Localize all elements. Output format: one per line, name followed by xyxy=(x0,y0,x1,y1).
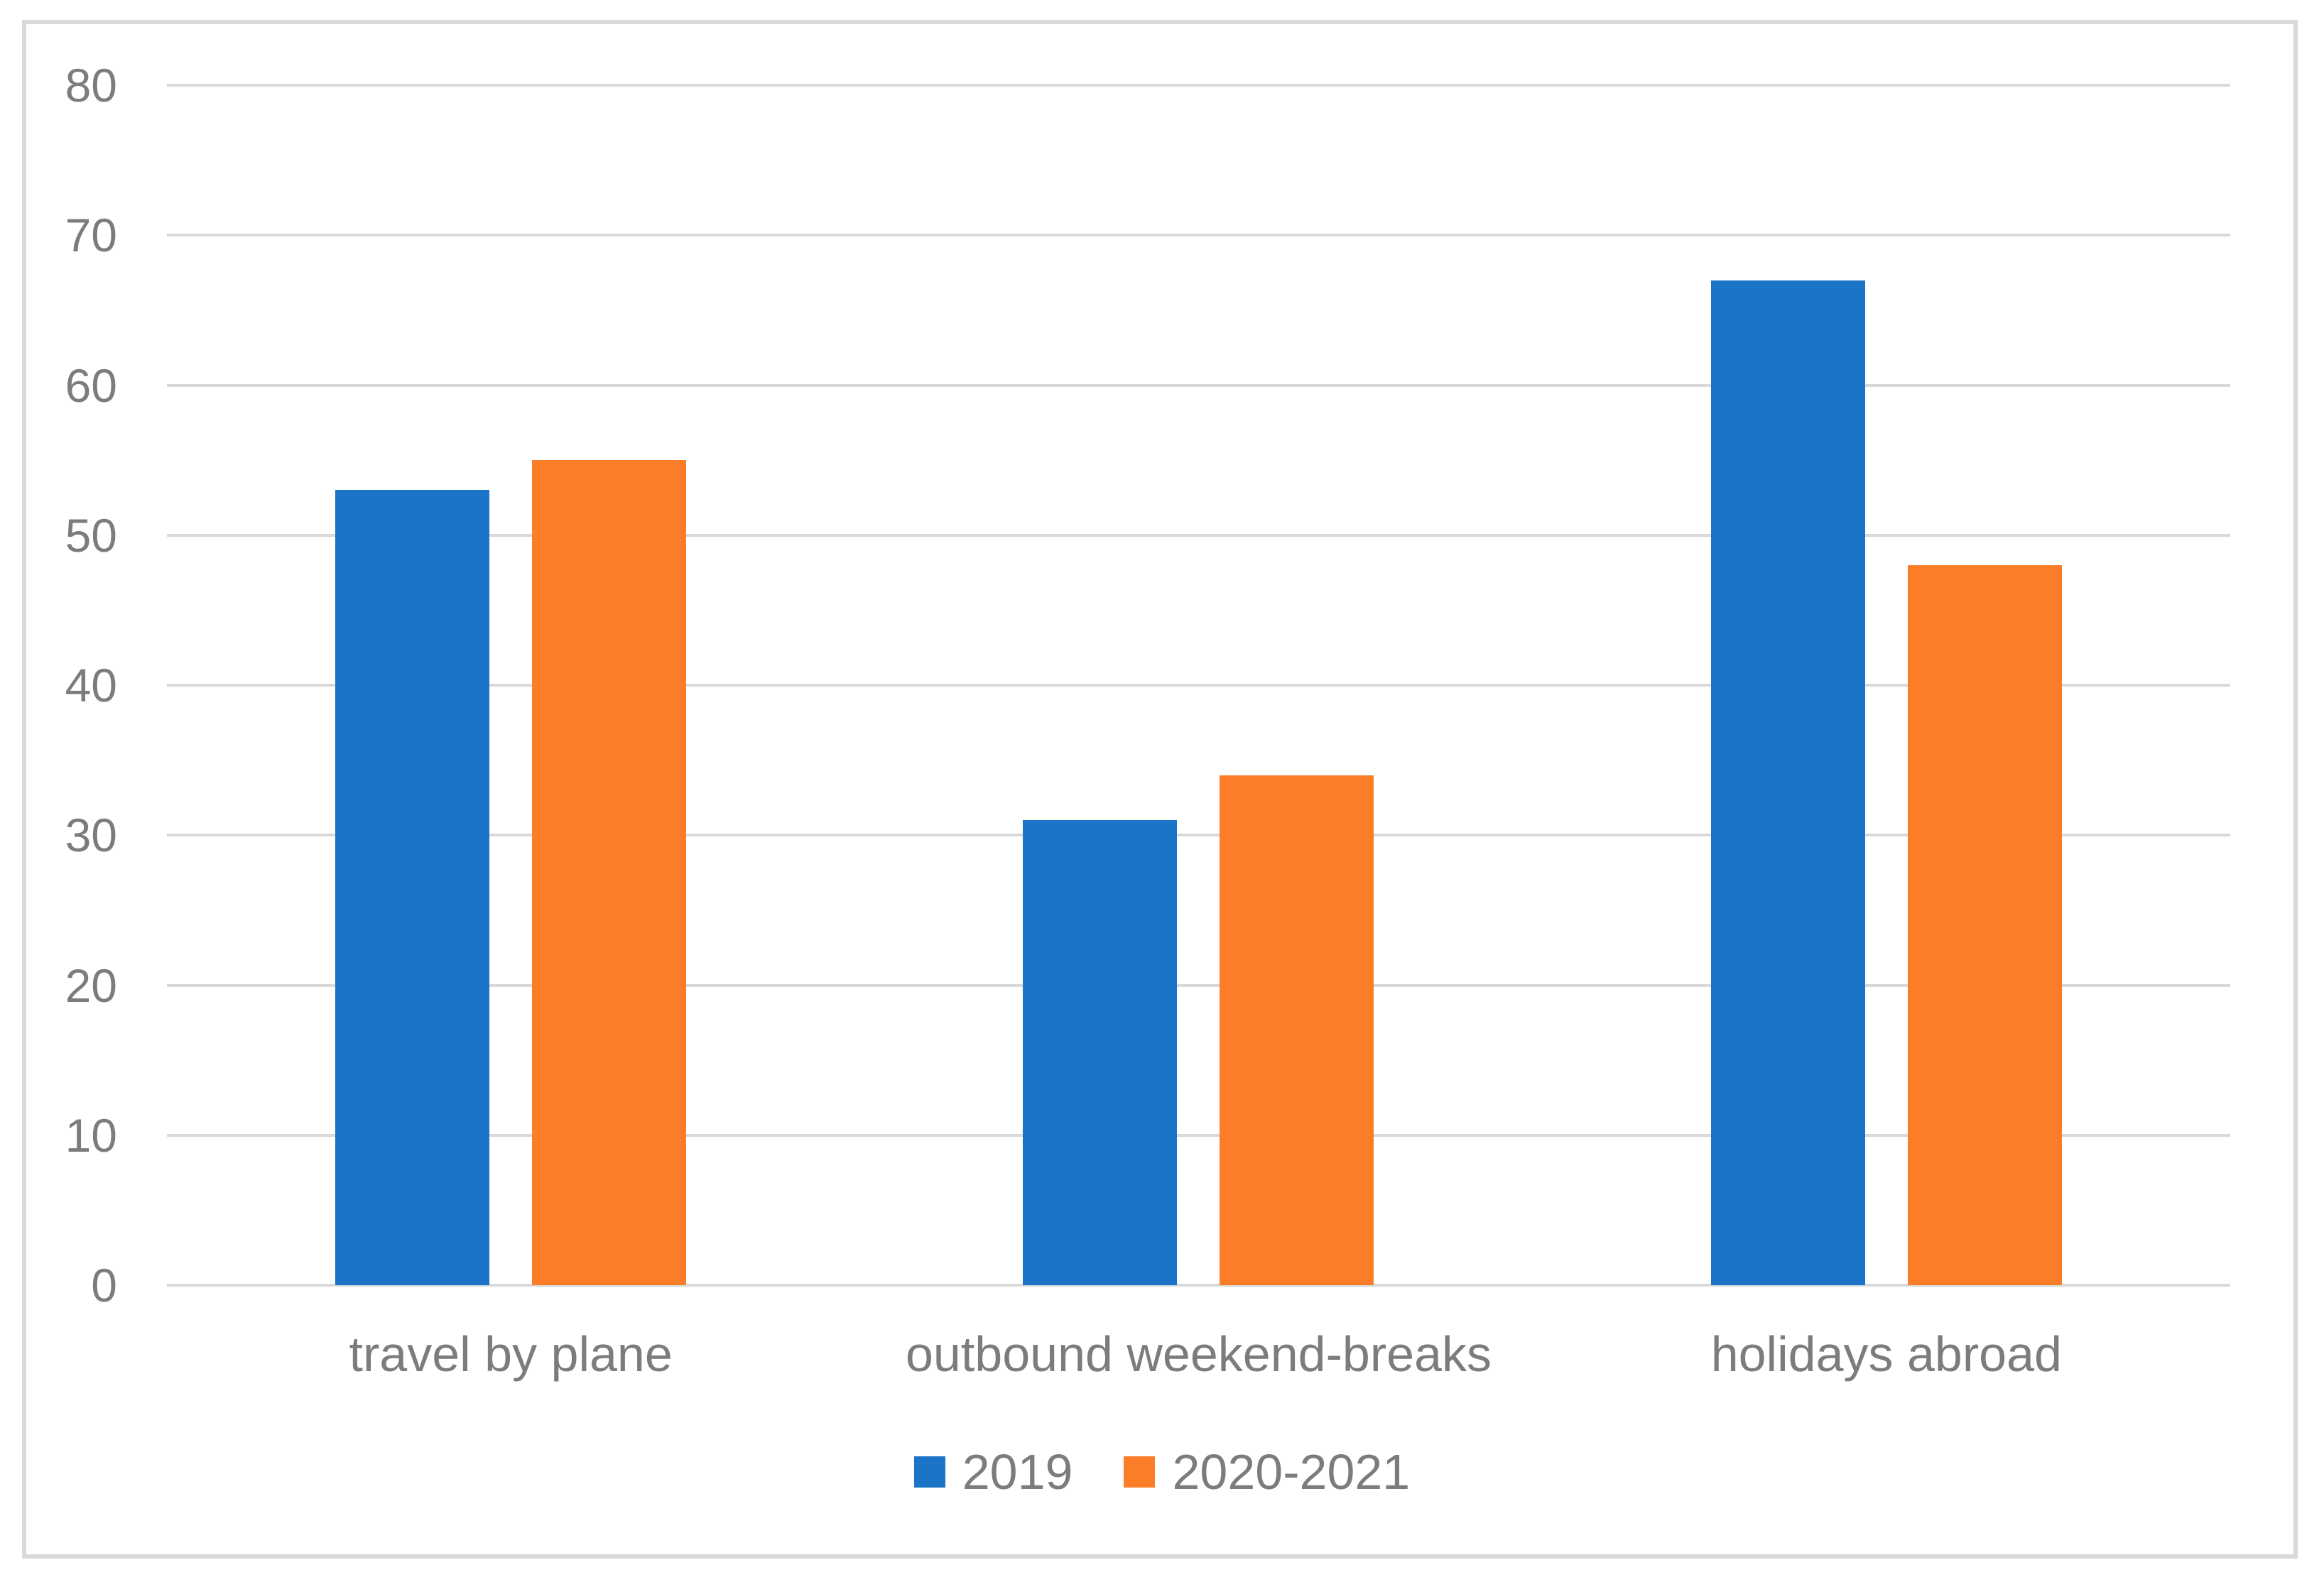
legend-item-2019: 2019 xyxy=(913,1444,1073,1500)
bar-group-travel-by-plane xyxy=(167,85,854,1285)
gridline-y-50 xyxy=(167,533,2230,537)
gridline-y-80 xyxy=(167,84,2230,87)
y-tick-label-50: 50 xyxy=(65,508,117,562)
x-axis-label-travel-by-plane: travel by plane xyxy=(349,1326,673,1382)
y-tick-label-80: 80 xyxy=(65,59,117,111)
bar-2019-outbound-weekend-breaks xyxy=(1023,820,1178,1285)
y-tick-label-60: 60 xyxy=(65,359,117,412)
y-tick-label-10: 10 xyxy=(65,1108,117,1162)
y-tick-label-30: 30 xyxy=(65,809,117,862)
x-axis-label-outbound-weekend-breaks: outbound weekend-breaks xyxy=(905,1326,1492,1382)
bar-2019-travel-by-plane xyxy=(335,490,490,1285)
bar-group-outbound-weekend-breaks xyxy=(854,85,1542,1285)
y-tick-label-40: 40 xyxy=(65,659,117,711)
legend-item-2020-2021: 2020-2021 xyxy=(1124,1447,1410,1497)
gridline-y-60 xyxy=(167,383,2230,387)
bar-2019-holidays-abroad xyxy=(1710,280,1865,1285)
gridline-y-30 xyxy=(167,834,2230,837)
legend-swatch-2020-2021 xyxy=(1124,1456,1156,1488)
y-tick-label-70: 70 xyxy=(65,209,117,262)
bar-series-area xyxy=(167,85,2230,1285)
gridline-y-0 xyxy=(167,1284,2230,1287)
plot-area xyxy=(167,84,2230,1287)
bar-2020-2021-outbound-weekend-breaks xyxy=(1220,775,1374,1285)
legend-swatch-2019 xyxy=(913,1456,945,1488)
gridline-y-40 xyxy=(167,684,2230,687)
x-axis-category-labels: travel by plane outbound weekend-breaks ho… xyxy=(167,1317,2230,1392)
bar-2020-2021-travel-by-plane xyxy=(532,460,687,1285)
legend-label-2019: 2019 xyxy=(962,1444,1073,1500)
y-tick-label-20: 20 xyxy=(65,959,117,1012)
bar-group-holidays-abroad xyxy=(1543,85,2230,1285)
bar-2020-2021-holidays-abroad xyxy=(1907,565,2062,1285)
y-tick-label-0: 0 xyxy=(91,1259,117,1311)
legend-label-2020-2021: 2020-2021 xyxy=(1172,1444,1411,1500)
legend: 2019 2020-2021 xyxy=(0,1447,2324,1497)
gridline-y-10 xyxy=(167,1133,2230,1137)
x-axis-label-holidays-abroad: holidays abroad xyxy=(1710,1326,2062,1382)
gridline-y-20 xyxy=(167,983,2230,987)
gridline-y-70 xyxy=(167,234,2230,237)
